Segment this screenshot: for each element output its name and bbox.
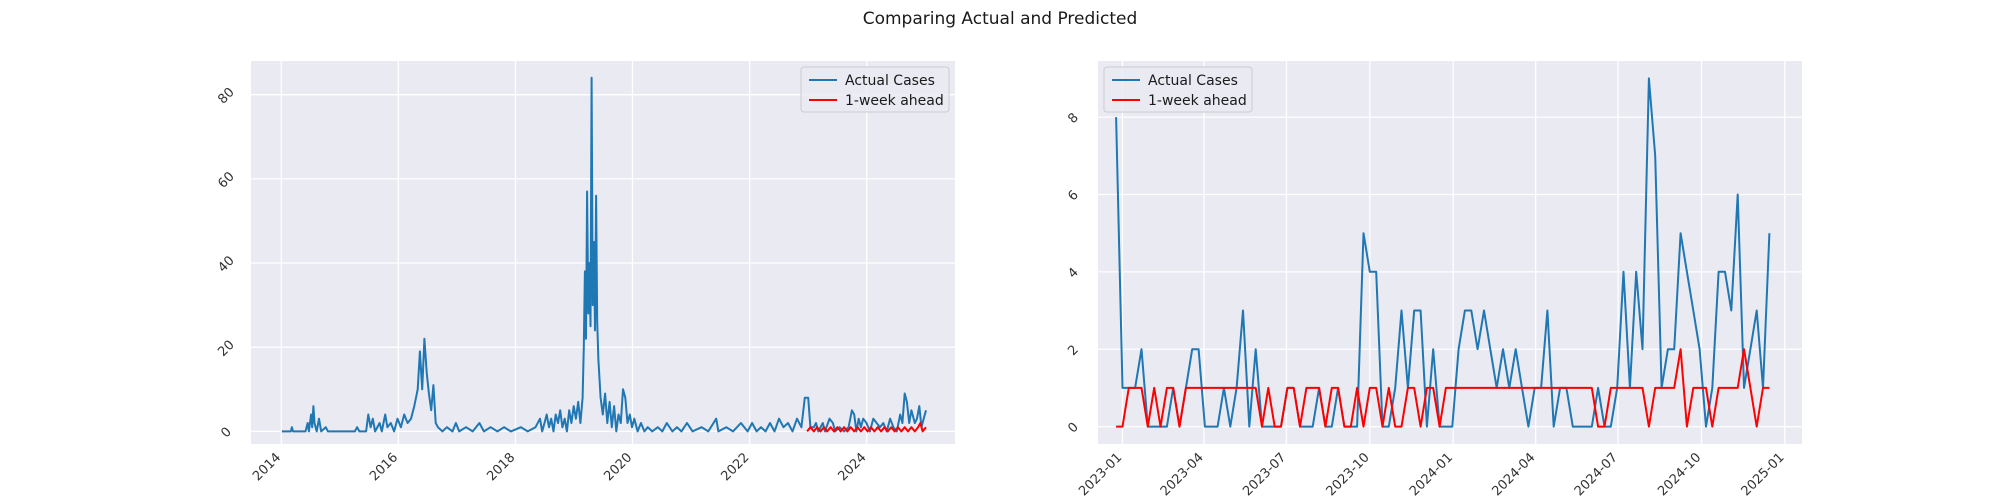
- y-tick-label: 20: [215, 338, 237, 360]
- legend-frame: [1103, 66, 1253, 113]
- x-tick-label: 2020: [601, 450, 635, 484]
- legend-frame: [800, 66, 950, 113]
- x-tick-label: 2023-01: [1076, 450, 1125, 499]
- y-tick-label: 80: [215, 85, 237, 107]
- legend-label: 1-week ahead: [1148, 93, 1247, 109]
- y-tick-label: 6: [1065, 188, 1081, 204]
- series-line-0: [1115, 77, 1771, 428]
- y-tick-label: 60: [215, 169, 237, 191]
- x-tick-label: 2024: [836, 450, 870, 484]
- x-tick-label: 2024-07: [1572, 450, 1621, 499]
- y-tick-label: 0: [218, 425, 234, 441]
- y-tick-label: 4: [1065, 265, 1081, 281]
- x-tick-label: 2025-01: [1739, 450, 1788, 499]
- x-tick-label: 2023-07: [1240, 450, 1289, 499]
- legend: Actual Cases 1-week ahead: [800, 66, 950, 113]
- x-tick-label: 2022: [718, 450, 752, 484]
- plot-area: [251, 61, 955, 444]
- x-tick-label: 2016: [367, 450, 401, 484]
- x-tick-label: 2018: [484, 450, 518, 484]
- y-tick-label: 0: [1065, 420, 1081, 436]
- legend-label: Actual Cases: [845, 73, 935, 89]
- x-tick-label: 2024-04: [1489, 450, 1538, 499]
- x-tick-label: 2023-04: [1158, 450, 1207, 499]
- figure-title: Comparing Actual and Predicted: [863, 9, 1138, 29]
- left-chart: 2014 2016 2018 2020 2022 2024 0 20 40 60 80 Actual …: [215, 61, 955, 484]
- series-line-1: [1116, 348, 1770, 428]
- y-tick-label: 8: [1065, 110, 1081, 126]
- legend: Actual Cases 1-week ahead: [1103, 66, 1253, 113]
- x-tick-label: 2014: [250, 450, 284, 484]
- right-chart: 2023-01 2023-04 2023-07 2023-10 2024-01 2024-…: [1065, 61, 1802, 499]
- x-tick-label: 2024-10: [1655, 450, 1704, 499]
- legend-label: Actual Cases: [1148, 73, 1238, 89]
- x-tick-label: 2023-10: [1324, 450, 1373, 499]
- series-line-1: [806, 422, 927, 433]
- y-tick-label: 2: [1065, 343, 1081, 359]
- y-tick-label: 40: [215, 253, 237, 275]
- x-tick-label: 2024-01: [1407, 450, 1456, 499]
- legend-label: 1-week ahead: [845, 93, 944, 109]
